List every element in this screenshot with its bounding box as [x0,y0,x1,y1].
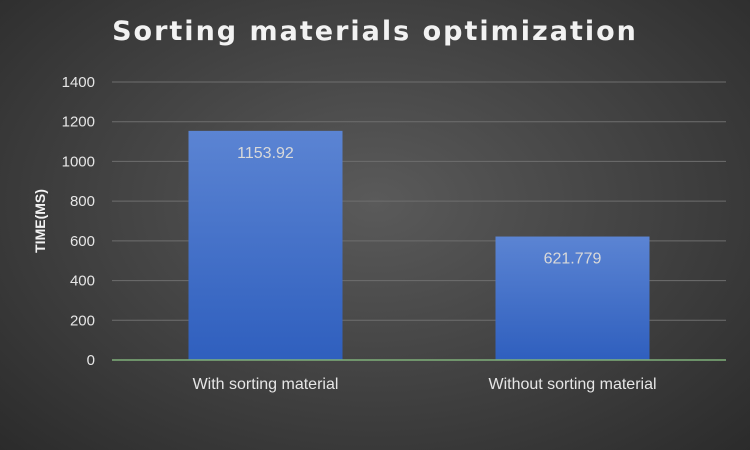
y-tick-label: 800 [70,193,95,210]
y-tick-label: 600 [70,233,95,250]
y-axis-title: TIME(MS) [32,189,48,253]
chart-title: Sorting materials optimization [112,16,638,47]
y-tick-label: 1200 [62,114,95,131]
y-tick-label: 200 [70,312,95,329]
bar [495,236,650,360]
x-tick-label: With sorting material [193,376,339,393]
x-tick-label: Without sorting material [488,376,656,393]
bar [188,130,343,360]
y-tick-label: 0 [87,352,95,369]
data-label: 621.779 [544,251,602,268]
y-axis-ticks: 0 200 400 600 800 1000 1200 1400 [62,74,95,369]
y-tick-label: 400 [70,273,95,290]
y-tick-label: 1000 [62,153,95,170]
y-tick-label: 1400 [62,74,95,91]
data-label: 1153.92 [237,145,294,162]
data-labels: 1153.92 621.779 [237,145,601,268]
category-labels: With sorting material Without sorting mat… [193,376,657,393]
bars [188,130,650,360]
